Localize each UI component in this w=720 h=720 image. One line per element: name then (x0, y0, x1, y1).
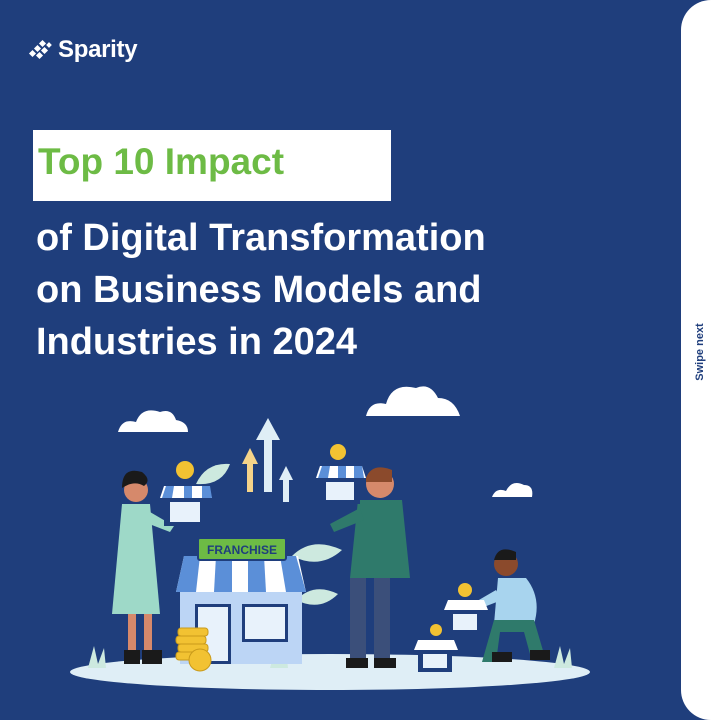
kneeling-man-figure (472, 549, 550, 662)
mini-store-icon (160, 461, 212, 526)
man-figure (330, 467, 410, 668)
franchise-sign-text: FRANCHISE (207, 543, 277, 557)
side-panel (681, 0, 720, 720)
title-highlight: Top 10 Impact (38, 141, 285, 182)
brand-name: Sparity (58, 36, 138, 63)
cloud-icon (118, 410, 188, 432)
mini-store-icon (316, 444, 366, 504)
franchise-illustration: FRANCHISE (70, 386, 590, 690)
title-line-3: Industries in 2024 (36, 321, 358, 363)
sparity-logo-icon (28, 39, 52, 60)
title-line-2: on Business Models and (36, 269, 482, 311)
cloud-icon (366, 386, 460, 416)
growth-arrow-icon (279, 466, 293, 502)
woman-figure (112, 470, 174, 664)
title-line-1: of Digital Transformation (36, 217, 486, 259)
cloud-icon (492, 483, 533, 497)
brand-logo: Sparity (28, 36, 138, 64)
mini-store-icon (444, 583, 488, 634)
page-title: of Digital Transformation on Business Mo… (36, 212, 486, 368)
mini-store-icon (414, 624, 458, 672)
swipe-next-label[interactable]: Swipe next (694, 323, 706, 381)
title-highlight-box (33, 130, 391, 201)
growth-arrow-icon (256, 418, 280, 492)
growth-arrow-icon (242, 448, 258, 492)
leaf-icon (196, 463, 342, 605)
coin-stack-icon (175, 627, 212, 672)
